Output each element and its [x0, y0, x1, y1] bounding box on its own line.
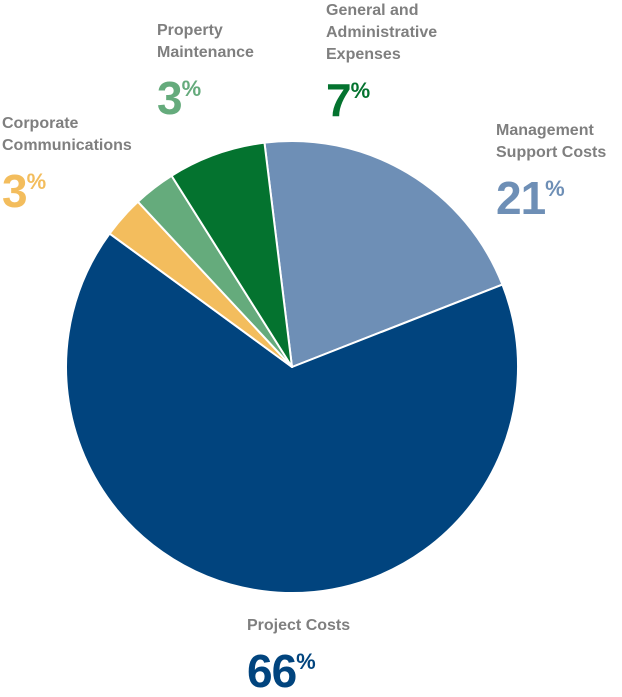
slice-label-property-maintenance: Property Maintenance: [157, 22, 254, 61]
callout-corporate-communications: Corporate Communications 3%: [2, 113, 132, 214]
slice-label-corporate-communications: Corporate Communications: [2, 115, 132, 154]
percent-sign: %: [545, 176, 565, 201]
callout-project-costs: Project Costs 66%: [247, 615, 350, 694]
pie-slice-project-costs: [65, 232, 519, 594]
callout-property-maintenance: Property Maintenance 3%: [157, 20, 254, 121]
slice-value-management-support-costs: 21: [496, 172, 546, 224]
slice-percent-project-costs: 66%: [247, 639, 350, 694]
slice-label-management-support-costs: Management Support Costs: [496, 122, 607, 161]
percent-sign: %: [296, 649, 316, 674]
slice-percent-management-support-costs: 21%: [496, 166, 606, 221]
pie-slice-management-support-costs: [263, 140, 504, 368]
slice-label-project-costs: Project Costs: [247, 617, 351, 634]
percent-sign: %: [26, 169, 47, 194]
percent-sign: %: [350, 78, 371, 103]
slice-percent-general-and-administrative-expenses: 7%: [326, 68, 437, 123]
slice-label-general-and-administrative-expenses: General and Administrative Expenses: [326, 2, 438, 63]
slice-value-corporate-communications: 3: [2, 165, 28, 217]
slice-value-project-costs: 66: [247, 645, 297, 697]
slice-value-general-and-administrative-expenses: 7: [326, 74, 352, 126]
slice-value-property-maintenance: 3: [157, 72, 183, 124]
percent-sign: %: [181, 76, 202, 101]
slice-percent-property-maintenance: 3%: [157, 66, 254, 121]
callout-management-support-costs: Management Support Costs 21%: [496, 120, 606, 221]
callout-general-and-administrative-expenses: General and Administrative Expenses 7%: [326, 0, 437, 123]
slice-percent-corporate-communications: 3%: [2, 159, 132, 214]
pie-slice-general-and-administrative-expenses: [170, 141, 293, 368]
